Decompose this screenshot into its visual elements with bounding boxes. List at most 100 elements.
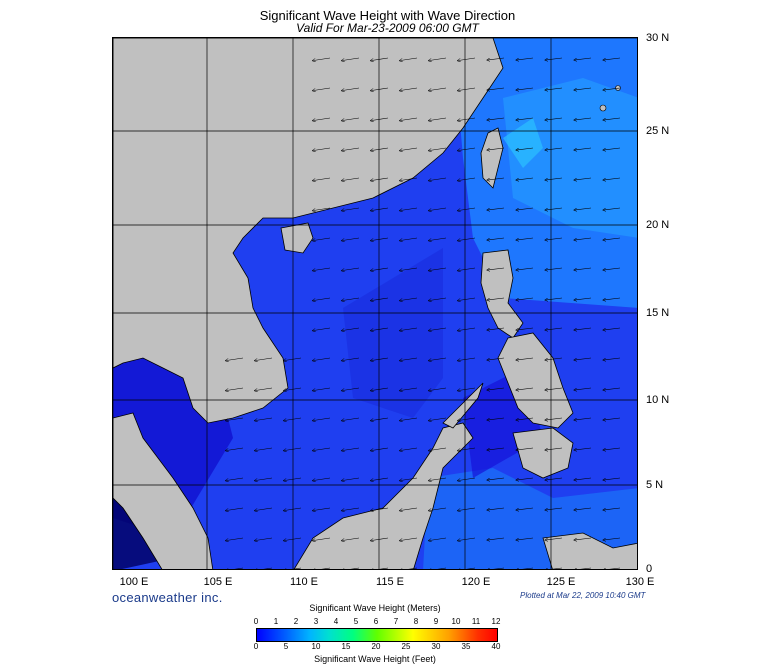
wave-arrow bbox=[574, 147, 592, 150]
wave-arrow bbox=[603, 267, 621, 270]
wave-arrow bbox=[400, 297, 418, 301]
wave-arrow bbox=[458, 267, 476, 271]
wave-arrow bbox=[400, 117, 418, 121]
wave-arrow bbox=[603, 507, 621, 510]
wave-arrow bbox=[574, 237, 592, 240]
wave-arrow bbox=[313, 57, 331, 61]
wave-arrow bbox=[429, 267, 447, 271]
wave-arrow bbox=[545, 567, 563, 569]
wave-arrow bbox=[255, 387, 273, 391]
wave-arrow bbox=[516, 177, 534, 180]
wave-arrow bbox=[516, 267, 534, 270]
wave-arrow bbox=[545, 327, 563, 330]
wave-arrow bbox=[487, 207, 505, 210]
wave-arrow bbox=[371, 207, 389, 211]
wave-arrow bbox=[313, 237, 331, 241]
wave-arrow bbox=[516, 57, 534, 60]
lon-label-115e: 115 E bbox=[376, 576, 404, 588]
wave-arrow bbox=[574, 567, 592, 569]
wave-arrow bbox=[458, 477, 476, 481]
wave-arrow bbox=[458, 567, 476, 569]
wave-arrow bbox=[603, 207, 621, 210]
wave-arrow bbox=[313, 567, 331, 569]
wave-arrow bbox=[603, 477, 621, 480]
colorbar-tick-feet: 35 bbox=[461, 642, 471, 651]
lon-label-110e: 110 E bbox=[290, 576, 318, 588]
wave-arrow bbox=[429, 117, 447, 121]
colorbar-tick-meters: 5 bbox=[353, 617, 359, 626]
wave-arrow bbox=[284, 537, 302, 541]
wave-arrow bbox=[516, 87, 534, 90]
wave-arrow bbox=[429, 147, 447, 151]
wave-arrow bbox=[487, 147, 505, 150]
colorbar-tick-meters: 6 bbox=[373, 617, 379, 626]
colorbar-tick-meters: 11 bbox=[471, 617, 481, 626]
wave-arrow bbox=[545, 417, 563, 420]
wave-arrow bbox=[371, 387, 389, 391]
wave-arrow bbox=[603, 297, 621, 300]
wave-arrow bbox=[313, 357, 331, 361]
wave-arrow bbox=[255, 357, 273, 361]
wave-arrow bbox=[371, 237, 389, 241]
colorbar-tick-feet: 30 bbox=[431, 642, 441, 651]
colorbar-tick-feet: 15 bbox=[341, 642, 351, 651]
wave-arrow bbox=[603, 87, 621, 90]
wave-arrow bbox=[487, 57, 505, 60]
wave-arrow bbox=[458, 207, 476, 211]
wave-arrow bbox=[516, 327, 534, 330]
wave-arrow bbox=[516, 567, 534, 569]
wave-arrow bbox=[516, 237, 534, 240]
wave-arrow bbox=[342, 267, 360, 271]
wave-arrow bbox=[313, 507, 331, 511]
wave-arrow bbox=[545, 147, 563, 150]
lon-label-100e: 100 E bbox=[119, 576, 149, 588]
wave-arrow bbox=[371, 147, 389, 151]
wave-direction-arrows bbox=[226, 57, 621, 569]
land-mindanao bbox=[512, 427, 574, 479]
wave-arrow bbox=[255, 477, 273, 481]
colorbar-tick-feet: 5 bbox=[283, 642, 289, 651]
plotted-timestamp: Plotted at Mar 22, 2009 10:40 GMT bbox=[520, 591, 646, 600]
wave-arrow bbox=[284, 507, 302, 511]
wave-arrow bbox=[313, 207, 331, 211]
wave-arrow bbox=[371, 447, 389, 451]
wave-arrow bbox=[342, 147, 360, 151]
colorbar-title-feet: Significant Wave Height (Feet) bbox=[314, 654, 436, 664]
wave-arrow bbox=[226, 567, 244, 569]
wave-arrow bbox=[574, 447, 592, 450]
wave-arrow bbox=[400, 387, 418, 391]
colorbar-tick-meters: 3 bbox=[313, 617, 319, 626]
wave-arrow bbox=[342, 507, 360, 511]
wave-arrow bbox=[574, 327, 592, 330]
land-ryukyu-1 bbox=[599, 104, 607, 112]
colorbar-tick-feet: 10 bbox=[311, 642, 321, 651]
wave-arrow bbox=[255, 417, 273, 421]
wave-arrow bbox=[400, 57, 418, 61]
wave-arrow bbox=[487, 567, 505, 569]
wave-arrow bbox=[342, 417, 360, 421]
wave-arrow bbox=[545, 237, 563, 240]
wave-arrow bbox=[342, 57, 360, 61]
wave-arrow bbox=[284, 477, 302, 481]
wave-arrow bbox=[545, 87, 563, 90]
wave-arrow bbox=[429, 507, 447, 511]
wave-arrow bbox=[226, 357, 244, 361]
land-palawan bbox=[442, 382, 484, 429]
colorbar-tick-feet: 0 bbox=[253, 642, 259, 651]
wave-arrow bbox=[342, 537, 360, 541]
wave-arrow bbox=[313, 537, 331, 541]
wave-arrow bbox=[458, 147, 476, 151]
wave-arrow bbox=[342, 387, 360, 391]
wave-arrow bbox=[226, 447, 244, 451]
wave-arrow bbox=[545, 207, 563, 210]
wave-arrow bbox=[458, 537, 476, 541]
wave-arrow bbox=[226, 417, 244, 421]
wave-arrow bbox=[371, 267, 389, 271]
wave-arrow bbox=[545, 507, 563, 510]
wave-arrow bbox=[458, 237, 476, 241]
wave-arrow bbox=[516, 447, 534, 450]
wave-arrow bbox=[458, 507, 476, 511]
wave-arrow bbox=[603, 447, 621, 450]
wave-arrow bbox=[429, 327, 447, 331]
lon-label-105e: 105 E bbox=[203, 576, 233, 588]
